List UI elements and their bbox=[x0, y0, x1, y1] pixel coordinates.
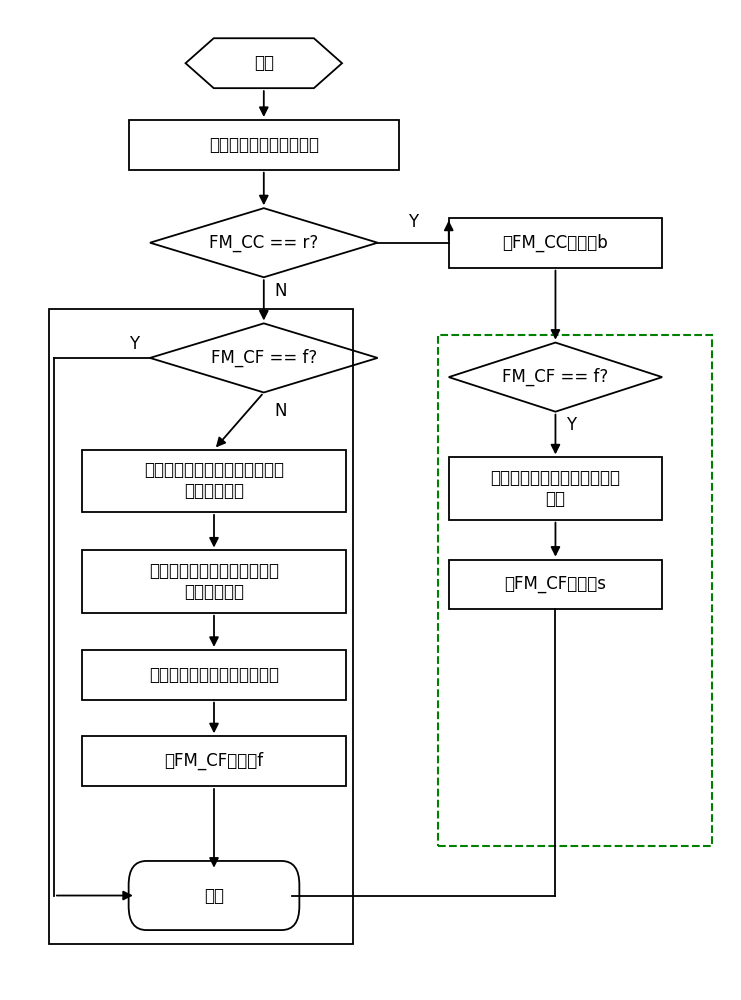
Text: Y: Y bbox=[129, 335, 139, 353]
Text: 将FM_CF值置为s: 将FM_CF值置为s bbox=[505, 575, 606, 593]
Text: 修改定时器超时事件报文，生成
故障通知报文: 修改定时器超时事件报文，生成 故障通知报文 bbox=[144, 461, 284, 500]
Text: 接收定时器超时事件报文: 接收定时器超时事件报文 bbox=[209, 136, 319, 154]
Bar bbox=[129, 120, 399, 170]
Bar bbox=[82, 550, 345, 613]
Bar bbox=[449, 457, 662, 520]
Text: 将FM_CC值设为b: 将FM_CC值设为b bbox=[502, 234, 608, 252]
Text: 开始: 开始 bbox=[254, 54, 273, 72]
Bar bbox=[449, 560, 662, 609]
Text: 将故障通知报文在数据平面发
送至其他节点: 将故障通知报文在数据平面发 送至其他节点 bbox=[149, 562, 279, 601]
Bar bbox=[438, 335, 712, 846]
Text: FM_CC == r?: FM_CC == r? bbox=[209, 234, 319, 252]
Bar bbox=[449, 218, 662, 268]
Text: 将FM_CF值置为f: 将FM_CF值置为f bbox=[165, 752, 264, 770]
Text: N: N bbox=[274, 402, 287, 420]
Bar bbox=[82, 736, 345, 786]
Text: 将故障清除通知报文发送至控
制器: 将故障清除通知报文发送至控 制器 bbox=[491, 469, 620, 508]
Text: Y: Y bbox=[566, 416, 576, 434]
Text: N: N bbox=[274, 282, 287, 300]
Text: 将故障通知报文发送至控制器: 将故障通知报文发送至控制器 bbox=[149, 666, 279, 684]
Text: Y: Y bbox=[408, 213, 418, 231]
Text: 结束: 结束 bbox=[204, 887, 224, 905]
Text: FM_CF == f?: FM_CF == f? bbox=[210, 349, 317, 367]
Bar bbox=[49, 309, 353, 944]
Bar bbox=[82, 650, 345, 700]
Text: FM_CF == f?: FM_CF == f? bbox=[502, 368, 608, 386]
Bar bbox=[82, 450, 345, 512]
